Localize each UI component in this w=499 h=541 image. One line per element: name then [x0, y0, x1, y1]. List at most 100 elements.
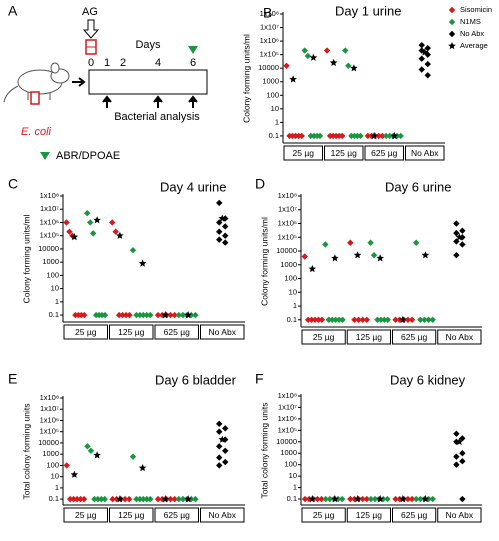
category-box: [154, 324, 199, 340]
analysis-arrows: [102, 95, 198, 108]
point: [298, 132, 305, 140]
y-tick-label: 0.1: [269, 131, 279, 140]
y-axis-label: Colony forming units/ml: [21, 214, 31, 303]
y-tick-label: 0.1: [287, 315, 297, 324]
point: [424, 60, 431, 68]
y-tick-label: 100: [46, 270, 59, 279]
category-box: [200, 324, 245, 340]
panel-letter: A: [8, 3, 18, 19]
point: [379, 132, 386, 140]
y-tick-label: 100: [46, 460, 59, 469]
point: [459, 227, 466, 234]
point: [140, 495, 147, 503]
y-tick-label: 1: [293, 301, 297, 310]
average-marker: [331, 254, 339, 262]
point: [459, 241, 466, 248]
category-box: [301, 329, 346, 345]
chart: D Day 6 urine Colony forming units/ml 1x10⁸…: [255, 176, 482, 345]
point: [418, 47, 425, 54]
average-marker: [93, 216, 101, 224]
point: [179, 495, 187, 503]
point: [459, 450, 466, 457]
point: [329, 316, 336, 324]
point: [167, 311, 174, 319]
point: [66, 495, 74, 503]
y-tick-label: 1: [55, 297, 59, 306]
y-tick-label: 1x10⁸: [40, 191, 59, 200]
point: [89, 230, 97, 237]
point: [101, 311, 109, 319]
point: [448, 6, 456, 14]
point: [304, 316, 312, 324]
point: [417, 495, 424, 503]
point: [84, 210, 91, 217]
y-axis-label: Colony forming units/ml: [259, 217, 269, 306]
point: [323, 47, 331, 54]
point: [367, 495, 375, 503]
legend-label: Average: [460, 41, 488, 50]
average-marker: [376, 495, 384, 503]
chart: E Day 6 bladder Total colony forming units…: [8, 371, 245, 523]
point: [147, 311, 154, 319]
point: [335, 316, 343, 324]
point: [81, 311, 88, 319]
point: [133, 495, 140, 503]
point: [392, 316, 399, 324]
point: [126, 311, 133, 319]
average-marker: [455, 233, 464, 241]
x-tick-label: No Abx: [411, 148, 439, 158]
point: [412, 239, 420, 246]
point: [424, 72, 431, 79]
point: [87, 447, 95, 454]
y-tick-label: 1x10⁵: [40, 231, 59, 240]
point: [459, 495, 466, 503]
average-marker: [329, 58, 338, 66]
point: [429, 316, 436, 324]
average-marker: [138, 463, 147, 472]
point: [167, 495, 174, 503]
legend-label: N1MS: [460, 17, 481, 26]
chart: F Day 6 kidney Total colony forming units 1…: [255, 371, 482, 523]
chart: B Day 1 urine Colony forming units/ml 1x10⁸…: [241, 3, 492, 161]
point: [418, 66, 425, 73]
point: [408, 316, 416, 324]
category-box: [392, 329, 437, 345]
category-box: [437, 507, 482, 523]
y-tick-label: 10: [289, 287, 297, 296]
y-tick-label: 1: [275, 117, 279, 126]
point: [374, 316, 381, 324]
panel-letter: F: [255, 371, 264, 387]
point: [453, 220, 460, 227]
category-box: [200, 507, 245, 523]
y-tick-label: 10: [51, 472, 59, 481]
days-label: Days: [135, 39, 161, 51]
point: [70, 495, 77, 503]
point: [136, 311, 144, 319]
average-marker: [93, 451, 101, 459]
average-marker: [353, 495, 362, 503]
point: [351, 316, 358, 324]
category-box: [63, 507, 108, 523]
x-tick-label: 25 µg: [75, 510, 97, 520]
x-tick-label: 625 µg: [164, 327, 190, 337]
point: [381, 316, 388, 324]
point: [425, 316, 432, 324]
point: [216, 420, 223, 428]
point: [143, 311, 151, 319]
point: [122, 311, 130, 319]
point: [222, 458, 229, 466]
point: [63, 462, 70, 469]
point: [364, 132, 372, 140]
average-marker: [184, 495, 192, 503]
point: [448, 18, 456, 26]
category-box: [109, 507, 154, 523]
point: [77, 495, 84, 503]
point: [332, 316, 339, 324]
test-marker: [188, 46, 198, 54]
x-tick-label: 625 µg: [164, 510, 190, 520]
y-tick-label: 1000: [262, 77, 279, 86]
panel-letter: B: [263, 5, 272, 21]
point: [80, 495, 88, 503]
average-marker: [138, 259, 147, 267]
category-box: [63, 324, 108, 340]
